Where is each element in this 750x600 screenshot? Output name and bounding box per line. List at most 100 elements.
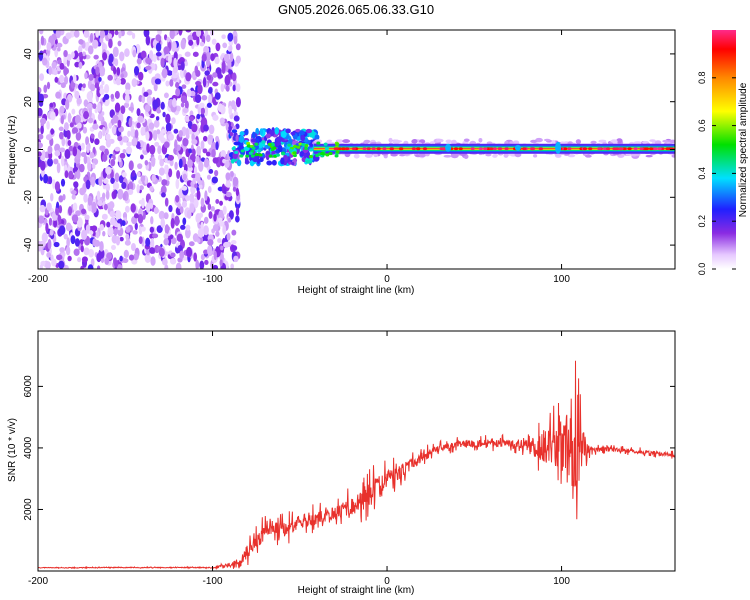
heatmap-cell	[671, 154, 675, 158]
heatmap-cell	[118, 31, 122, 39]
heatmap-cell	[67, 140, 72, 146]
snr-xtick-label: -100	[203, 576, 223, 587]
heatmap-cell	[228, 69, 233, 75]
heatmap-cell	[187, 34, 193, 42]
heatmap-cell	[585, 154, 592, 158]
heatmap-cell	[82, 51, 86, 57]
heatmap-cell	[186, 246, 193, 258]
heatmap-cell	[38, 215, 45, 224]
heatmap-cell	[208, 168, 214, 174]
heatmap-cell	[141, 197, 145, 209]
heatmap-cell	[43, 173, 49, 184]
heatmap-cell	[82, 126, 88, 134]
heatmap-cell	[217, 73, 223, 79]
heatmap-cell	[73, 248, 80, 256]
heatmap-cell	[175, 88, 181, 97]
heatmap-cell	[137, 213, 144, 224]
heatmap-cell	[144, 175, 148, 185]
heatmap-cell	[328, 151, 333, 156]
heatmap-cell	[232, 135, 236, 141]
heatmap-cell	[59, 147, 66, 153]
heatmap-cell	[161, 68, 168, 79]
spectrogram-ytick-label: 20	[23, 96, 34, 108]
heatmap-cell	[248, 151, 253, 155]
heatmap-cell	[104, 257, 110, 265]
heatmap-cell	[50, 193, 54, 202]
heatmap-cell	[165, 113, 171, 124]
heatmap-cell	[254, 152, 259, 157]
heatmap-cell	[147, 97, 152, 106]
colorbar-label: Normalized spectral amplitude	[738, 82, 749, 217]
heatmap-cell	[335, 150, 340, 154]
heatmap-cell	[189, 203, 195, 213]
heatmap-cell	[72, 146, 78, 157]
heatmap-cell	[54, 76, 59, 83]
heatmap-cell	[181, 200, 188, 208]
heatmap-cell	[102, 96, 106, 103]
heatmap-cell	[614, 147, 620, 151]
heatmap-cell	[114, 30, 119, 36]
heatmap-cell	[250, 138, 256, 143]
heatmap-cell	[117, 188, 124, 200]
heatmap-cell	[97, 113, 103, 122]
heatmap-cell	[233, 115, 240, 122]
heatmap-cell	[156, 225, 163, 233]
heatmap-cell	[74, 90, 80, 100]
heatmap-cell	[134, 129, 139, 139]
heatmap-cell	[144, 253, 151, 263]
heatmap-cell	[87, 117, 94, 124]
heatmap-cell	[46, 41, 52, 51]
spectrogram-ytick-label: 40	[23, 48, 34, 60]
colorbar-gradient	[712, 30, 736, 269]
heatmap-cell	[208, 94, 213, 105]
heatmap-cell	[99, 88, 105, 95]
heatmap-cell	[229, 44, 233, 52]
heatmap-cell	[132, 230, 138, 235]
heatmap-cell	[202, 135, 208, 142]
heatmap-cell	[175, 262, 182, 269]
heatmap-cell	[180, 38, 186, 50]
heatmap-cell	[231, 245, 238, 252]
heatmap-cell	[214, 92, 221, 100]
heatmap-cell	[222, 158, 226, 164]
heatmap-cell	[277, 144, 283, 153]
heatmap-cell	[555, 141, 562, 154]
heatmap-cell	[221, 34, 226, 40]
snr-panel: -200 -100 0 100 2000 4000 6000 Height of strai…	[7, 330, 676, 596]
heatmap-cell	[209, 134, 214, 140]
heatmap-cell	[232, 186, 237, 192]
heatmap-cell	[195, 259, 200, 269]
heatmap-cell	[155, 116, 160, 121]
heatmap-cell	[509, 141, 514, 144]
heatmap-cell	[180, 61, 185, 71]
heatmap-cell	[342, 139, 351, 144]
heatmap-cell	[109, 210, 116, 218]
heatmap-cell	[453, 147, 459, 151]
heatmap-cell	[95, 30, 100, 38]
heatmap-cell	[63, 49, 68, 58]
heatmap-cell	[144, 104, 151, 112]
heatmap-cell	[308, 154, 313, 159]
heatmap-cell	[185, 127, 189, 136]
heatmap-cell	[211, 176, 218, 184]
heatmap-cell	[212, 157, 219, 164]
heatmap-cell	[126, 141, 132, 147]
heatmap-cell	[136, 57, 142, 65]
heatmap-cell	[212, 114, 219, 121]
heatmap-cell	[165, 122, 172, 133]
heatmap-cell	[470, 147, 475, 151]
heatmap-cell	[551, 139, 556, 145]
heatmap-cell	[87, 45, 94, 55]
heatmap-cell	[309, 142, 314, 147]
heatmap-cell	[133, 213, 139, 219]
heatmap-cell	[178, 129, 184, 138]
heatmap-cell	[121, 220, 126, 227]
spectrogram-xtick-label: 0	[384, 274, 390, 285]
heatmap-cell	[39, 204, 46, 213]
heatmap-cell	[416, 147, 421, 151]
heatmap-cell	[186, 88, 192, 97]
heatmap-cell	[121, 181, 127, 190]
heatmap-cell	[58, 195, 64, 203]
heatmap-cell	[503, 152, 509, 158]
snr-xtick-label: 100	[553, 576, 570, 587]
